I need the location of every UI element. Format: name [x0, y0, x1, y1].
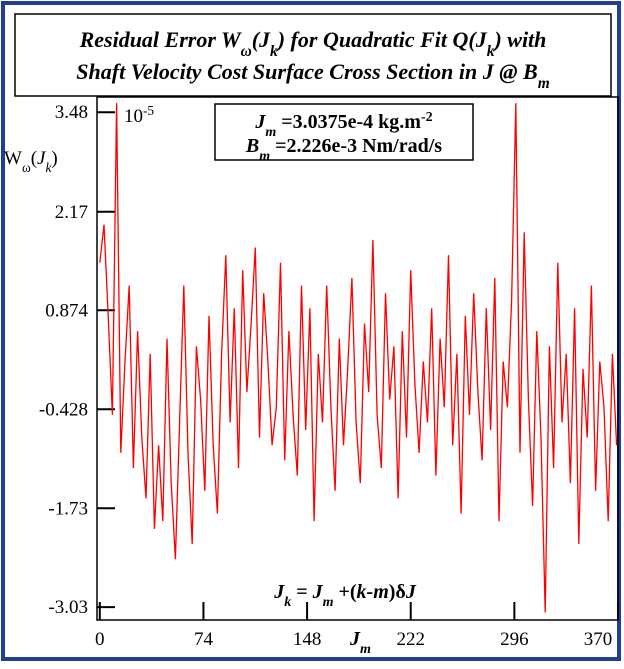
text-part: Shaft Velocity Cost Surface Cross Sectio…: [76, 59, 537, 84]
text-part: ω: [22, 160, 31, 175]
text-part: (J: [252, 27, 271, 52]
text-part: )δ: [389, 581, 406, 603]
y-tick-label: 0.874: [45, 300, 88, 321]
y-tick-label: 2.17: [55, 202, 88, 223]
text-part: m: [538, 75, 550, 92]
text-part: Residual Error W: [79, 27, 242, 52]
text-part: k-m: [357, 581, 389, 603]
y-scale-label: 10-5: [124, 103, 154, 128]
text-part: +(: [333, 581, 356, 603]
text-part: W: [4, 148, 22, 169]
text-part: m: [323, 595, 334, 610]
text-part: k: [270, 43, 278, 60]
text-part: B: [245, 135, 259, 157]
formula: Jk = Jm +(k-m)δJ: [273, 581, 417, 610]
x-axis-label: Jm: [349, 628, 371, 657]
title-box: [14, 13, 612, 97]
x-tick-label: 148: [293, 629, 322, 650]
text-part: -2: [421, 110, 433, 125]
y-axis-label: Wω(Jk): [4, 148, 58, 175]
text-part: -5: [143, 103, 154, 118]
y-tick-label: -0.428: [39, 399, 88, 420]
text-part: k: [487, 43, 495, 60]
text-part: k: [284, 595, 291, 610]
param-text: Bm =2.226e-3 Nm/rad/s: [245, 135, 442, 164]
text-part: J: [349, 628, 361, 650]
data-line: [99, 103, 618, 613]
chart-title: Shaft Velocity Cost Surface Cross Sectio…: [76, 59, 549, 92]
x-tick-label: 74: [194, 629, 214, 650]
text-part: =2.226e-3 Nm/rad/s: [270, 135, 442, 157]
text-part: J: [312, 581, 324, 603]
chart-title: Residual Error Wω(Jk) for Quadratic Fit …: [79, 27, 547, 60]
text-part: =: [291, 581, 312, 603]
param-text: Jm =3.0375e-4 kg.m-2: [254, 110, 432, 140]
text-part: 10: [124, 106, 143, 127]
text-part: =3.0375e-4 kg.m: [276, 111, 421, 133]
text-part: J: [405, 581, 417, 603]
y-tick-label: -1.73: [48, 498, 88, 519]
text-part: ): [51, 148, 57, 169]
text-part: k: [45, 160, 52, 175]
text-part: m: [265, 125, 276, 140]
text-part: m: [360, 642, 371, 657]
text-part: ) with: [492, 27, 546, 52]
x-tick-label: 0: [95, 629, 105, 650]
text-part: J: [254, 111, 266, 133]
text-part: ω: [241, 43, 252, 60]
x-tick-label: 296: [500, 629, 529, 650]
plot-frame: [96, 96, 619, 621]
y-tick-label: -3.03: [48, 597, 88, 618]
param-box: [214, 103, 474, 161]
text-part: J: [37, 148, 47, 169]
text-part: J: [273, 581, 285, 603]
y-tick-label: 3.48: [55, 102, 88, 123]
text-part: ) for Quadratic Fit Q(J: [276, 27, 488, 52]
x-tick-label: 370: [584, 629, 613, 650]
text-part: m: [259, 149, 270, 164]
x-tick-label: 222: [396, 629, 425, 650]
text-part: (: [31, 148, 37, 169]
